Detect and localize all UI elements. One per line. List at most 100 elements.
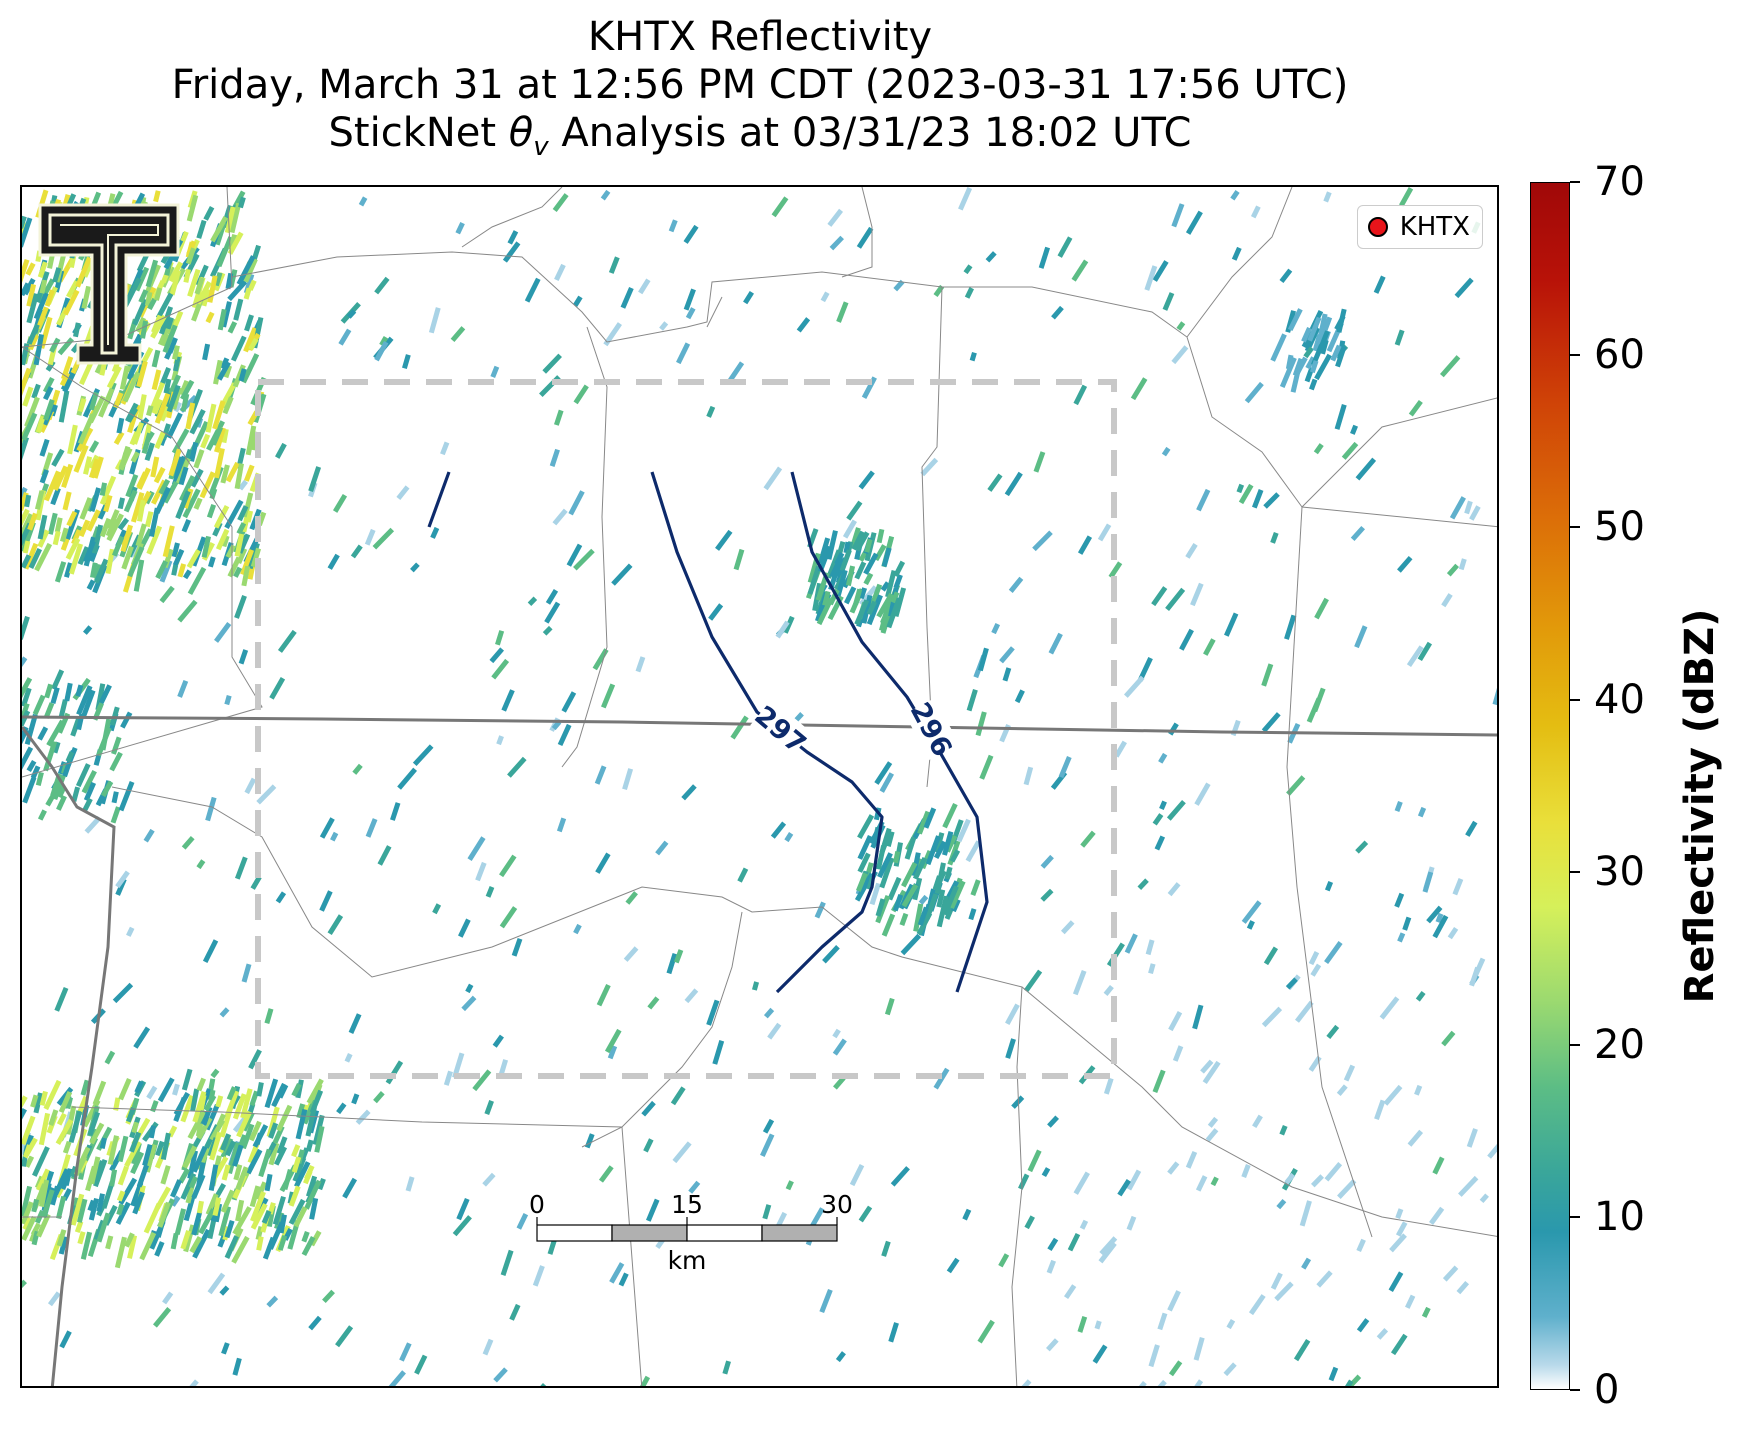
echo-gate — [963, 264, 973, 275]
echo-gate — [208, 1164, 219, 1191]
echo-gate — [185, 402, 196, 430]
echo-gate — [182, 569, 192, 580]
echo-gate — [237, 505, 249, 522]
echo-gate — [22, 1201, 34, 1225]
echo-gate — [23, 1144, 32, 1156]
county-line — [1186, 187, 1293, 338]
echo-gate — [130, 451, 140, 463]
echo-gate — [1195, 1175, 1208, 1192]
echo-gate — [856, 872, 868, 892]
echo-gate — [35, 771, 44, 786]
echo-gate — [22, 412, 38, 441]
echo-gate — [118, 781, 135, 812]
echo-gate — [37, 261, 48, 279]
echo-gate — [1148, 963, 1156, 975]
echo-gate — [71, 786, 81, 802]
echo-gate — [1172, 1045, 1184, 1062]
colorbar-tick-mark — [1570, 871, 1580, 874]
echo-gate — [117, 497, 126, 510]
echo-gate — [1341, 1379, 1354, 1386]
echo-gate — [1126, 1169, 1142, 1191]
echo-gate — [1073, 1171, 1090, 1195]
reflectivity-echoes — [22, 187, 1497, 1388]
echo-gate — [1343, 1386, 1356, 1388]
echo-gate — [196, 1200, 204, 1214]
echo-gate — [293, 1206, 308, 1228]
echo-gate — [273, 1146, 288, 1166]
echo-gate — [1032, 530, 1053, 552]
echo-gate — [301, 1236, 316, 1257]
echo-gate — [1047, 1237, 1059, 1252]
echo-gate — [1276, 1198, 1287, 1210]
echo-gate — [269, 677, 286, 700]
echo-gate — [1308, 951, 1320, 966]
echo-gate — [335, 1325, 354, 1348]
echo-gate — [88, 1197, 99, 1221]
echo-gate — [890, 591, 900, 604]
echo-gate — [214, 621, 232, 643]
echo-gate — [220, 1189, 235, 1214]
echo-gate — [1033, 451, 1046, 473]
echo-gate — [975, 711, 987, 737]
echo-gate — [292, 1156, 307, 1182]
echo-gate — [1023, 969, 1043, 993]
echo-gate — [238, 479, 249, 491]
echo-gate — [1274, 1281, 1294, 1302]
echo-gate — [1252, 1114, 1263, 1129]
echo-gate — [162, 1291, 174, 1305]
echo-gate — [221, 535, 230, 548]
echo-gate — [1388, 1271, 1404, 1292]
echo-gate — [266, 1295, 279, 1308]
echo-gate — [275, 891, 287, 904]
colorbar-tick-label: 30 — [1594, 849, 1645, 896]
echo-gate — [186, 549, 201, 569]
echo-gate — [308, 1315, 322, 1331]
echo-gate — [234, 594, 247, 619]
echo-gate — [77, 1231, 86, 1245]
echo-gate — [1397, 555, 1413, 573]
echo-gate — [196, 219, 207, 239]
echo-gate — [1002, 667, 1012, 682]
echo-gate — [148, 1125, 157, 1139]
echo-gate — [62, 1140, 72, 1154]
echo-gate — [1421, 1306, 1431, 1318]
echo-gate — [75, 684, 84, 697]
echo-gate — [440, 441, 450, 456]
echo-gate — [771, 196, 789, 218]
echo-gate — [178, 1167, 191, 1184]
echo-gate — [50, 487, 61, 506]
echo-gate — [1350, 525, 1366, 542]
echo-gate — [203, 206, 215, 221]
echo-gate — [200, 433, 211, 449]
echo-gate — [43, 1079, 62, 1111]
echo-gate — [308, 466, 322, 493]
echo-gate — [101, 1181, 115, 1209]
echo-gate — [167, 337, 178, 354]
echo-gate — [566, 543, 583, 567]
echo-gate — [227, 231, 244, 255]
echo-gate — [893, 851, 901, 864]
echo-gate — [1324, 941, 1343, 965]
echo-gate — [212, 1197, 222, 1217]
echo-gate — [1248, 1294, 1266, 1316]
scale-bar-segment — [536, 1224, 613, 1242]
echo-gate — [155, 1140, 165, 1157]
echo-gate — [152, 398, 163, 415]
echo-gate — [1144, 265, 1158, 291]
echo-gate — [187, 566, 207, 596]
echo-gate — [180, 1094, 195, 1123]
echo-gate — [1309, 360, 1319, 374]
echo-gate — [207, 275, 218, 303]
echo-gate — [1092, 1344, 1108, 1364]
echo-gate — [1230, 190, 1240, 201]
echo-gate — [129, 431, 140, 446]
echo-gate — [807, 565, 821, 595]
echo-gate — [225, 544, 236, 559]
echo-gate — [51, 669, 65, 691]
echo-gate — [213, 359, 223, 385]
echo-gate — [96, 1212, 111, 1243]
echo-gate — [912, 877, 923, 901]
echo-gate — [134, 1080, 144, 1094]
echo-gate — [117, 1165, 129, 1186]
echo-gate — [1417, 806, 1427, 818]
